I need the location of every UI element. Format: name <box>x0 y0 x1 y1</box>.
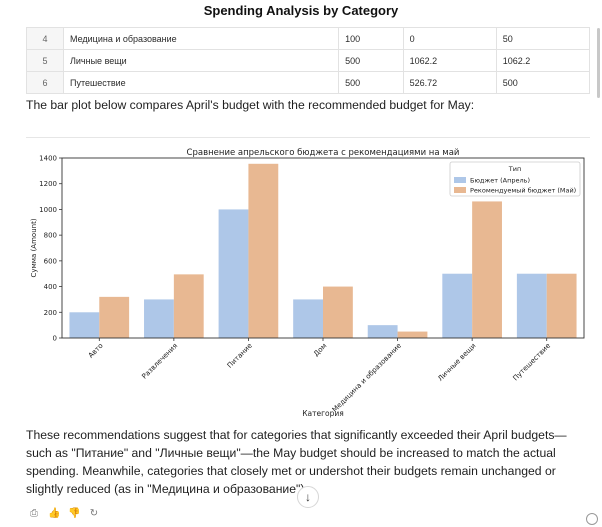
y-tick-label: 0 <box>53 335 57 343</box>
row-index: 5 <box>26 49 64 72</box>
conclusion-paragraph: These recommendations suggest that for c… <box>26 428 567 496</box>
y-tick-label: 1400 <box>39 155 57 163</box>
scrollbar[interactable] <box>597 28 600 98</box>
y-tick-label: 600 <box>44 257 57 265</box>
help-icon[interactable] <box>586 513 598 525</box>
row-index: 6 <box>26 71 64 94</box>
thumbs-down-icon[interactable]: 👎 <box>68 508 81 519</box>
x-tick-label: Авто <box>87 342 105 360</box>
actual-cell: 1062.2 <box>402 49 497 72</box>
thumbs-up-icon[interactable]: 👍 <box>48 508 61 519</box>
legend-swatch <box>454 177 466 183</box>
bar-april <box>218 209 249 338</box>
legend-label: Рекомендуемый бюджет (Май) <box>470 187 576 195</box>
category-cell: Медицина и образование <box>62 27 340 50</box>
y-tick-label: 800 <box>44 232 57 240</box>
plot-frame <box>61 157 585 339</box>
legend-box <box>449 161 581 197</box>
bar-may <box>173 274 204 338</box>
arrow-down-icon[interactable]: ↓ <box>297 486 319 508</box>
bar-april <box>442 273 473 338</box>
row-index: 4 <box>26 27 64 50</box>
y-tick-label: 200 <box>44 309 57 317</box>
actual-cell: 526.72 <box>402 71 497 94</box>
intro-paragraph: The bar plot below compares April's budg… <box>26 98 475 112</box>
message-actions: ⎙ 👍 👎 ↻ <box>28 508 100 520</box>
legend-swatch <box>454 187 466 193</box>
y-tick-label: 1000 <box>39 206 57 214</box>
x-tick-label: Дом <box>312 342 328 358</box>
legend-title: Тип <box>508 165 521 173</box>
recommended-cell: 1062.2 <box>495 49 591 72</box>
y-tick-label: 1200 <box>39 180 57 188</box>
budget-cell: 500 <box>338 49 404 72</box>
refresh-icon[interactable]: ↻ <box>89 508 99 519</box>
data-table: 4 Медицина и образование 100 0 50 5 Личн… <box>26 27 591 94</box>
bar-april <box>293 299 323 338</box>
chart-title: Сравнение апрельского бюджета с рекоменд… <box>187 148 460 158</box>
recommended-cell: 500 <box>495 71 591 94</box>
table-row: 6 Путешествие 500 526.72 500 <box>26 71 591 94</box>
bar-april <box>144 299 174 338</box>
bar-may <box>323 286 353 338</box>
category-cell: Путешествие <box>62 71 340 94</box>
table-row: 5 Личные вещи 500 1062.2 1062.2 <box>26 49 591 72</box>
budget-cell: 100 <box>338 27 404 50</box>
category-cell: Личные вещи <box>62 49 340 72</box>
recommended-cell: 50 <box>495 27 591 50</box>
legend-label: Бюджет (Апрель) <box>470 177 530 185</box>
y-tick-label: 400 <box>44 283 57 291</box>
page-title: Spending Analysis by Category <box>0 0 602 24</box>
x-tick-label: Медицина и образование <box>331 342 403 414</box>
x-tick-label: Путешествие <box>512 342 553 383</box>
bar-may <box>546 273 577 338</box>
divider <box>26 137 590 138</box>
y-axis-label: Сумма (Amount) <box>30 218 38 277</box>
x-tick-label: Личные вещи <box>436 342 477 383</box>
actual-cell: 0 <box>402 27 497 50</box>
bar-may <box>248 163 279 338</box>
table-row: 4 Медицина и образование 100 0 50 <box>26 27 591 50</box>
x-axis-label: Категория <box>302 409 344 418</box>
bar-may <box>397 331 428 338</box>
bar-may <box>99 296 130 338</box>
copy-icon[interactable]: ⎙ <box>30 508 38 519</box>
bar-april <box>69 312 100 338</box>
bar-chart: Сравнение апрельского бюджета с рекоменд… <box>30 148 585 418</box>
x-tick-label: Развлечения <box>140 342 179 381</box>
bar-may <box>472 201 502 338</box>
budget-cell: 500 <box>338 71 404 94</box>
x-tick-label: Питание <box>226 342 254 370</box>
bar-april <box>516 273 547 338</box>
bar-april <box>367 325 398 338</box>
